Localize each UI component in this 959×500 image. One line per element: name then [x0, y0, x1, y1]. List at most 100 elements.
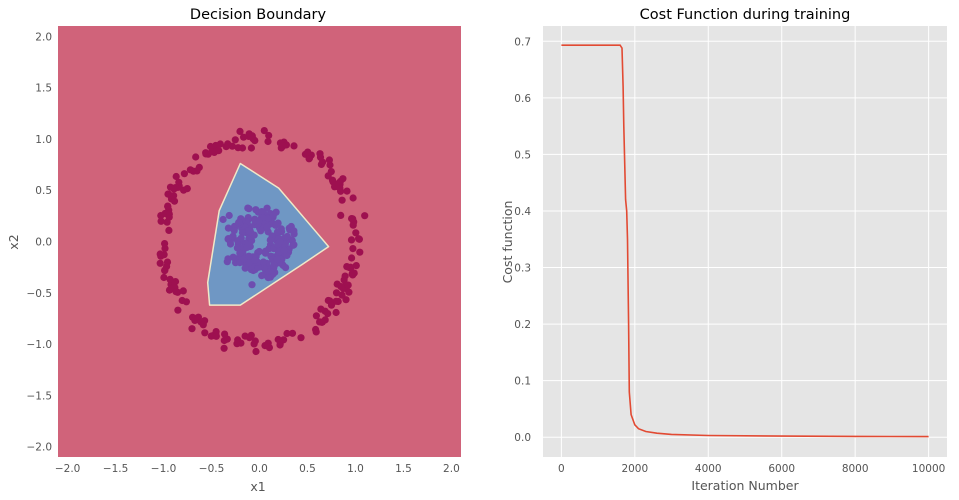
- outer-class-point: [337, 211, 345, 219]
- outer-class-point: [324, 310, 332, 318]
- outer-class-point: [251, 137, 259, 145]
- right-plot-background: [543, 26, 947, 457]
- outer-class-point: [279, 142, 287, 150]
- inner-class-point: [241, 264, 249, 272]
- outer-class-point: [202, 149, 210, 157]
- outer-class-point: [164, 190, 172, 198]
- inner-class-point: [229, 232, 237, 240]
- outer-class-point: [220, 344, 228, 352]
- outer-class-point: [231, 136, 239, 144]
- right-x-axis-label: Iteration Number: [691, 478, 799, 493]
- left-y-tick-label: −1.5: [27, 390, 53, 402]
- outer-class-point: [156, 250, 164, 258]
- inner-class-point: [255, 217, 263, 225]
- outer-class-point: [356, 248, 364, 256]
- outer-class-point: [349, 269, 357, 277]
- outer-class-point: [233, 340, 241, 348]
- right-chart-title: Cost Function during training: [640, 7, 851, 23]
- left-y-ticks: 2.0 1.5 1.0 0.5 0.0 −0.5 −1.0 −1.5 −2.0: [27, 31, 53, 453]
- cost-series-line: [561, 44, 929, 438]
- outer-class-point: [304, 148, 312, 156]
- outer-class-point: [348, 254, 356, 262]
- outer-class-point: [160, 273, 168, 282]
- left-x-tick-label: 1.5: [395, 463, 412, 475]
- outer-class-point: [174, 306, 182, 314]
- outer-class-point: [339, 175, 347, 183]
- inner-class-point: [238, 229, 247, 237]
- inner-class-point: [251, 256, 259, 264]
- outer-class-point: [247, 144, 255, 152]
- outer-class-point: [321, 316, 329, 324]
- outer-class-point: [329, 178, 337, 186]
- right-x-tick-label: 8000: [842, 463, 869, 475]
- outer-class-point: [343, 263, 351, 271]
- inner-class-point: [226, 240, 235, 248]
- outer-class-point: [333, 280, 341, 288]
- inner-class-point: [273, 228, 282, 236]
- outer-class-point: [349, 245, 357, 253]
- inner-class-point: [266, 236, 274, 244]
- inner-class-point: [273, 255, 281, 264]
- outer-class-point: [170, 197, 179, 205]
- left-chart-title: Decision Boundary: [190, 7, 327, 23]
- outer-class-point: [349, 194, 357, 202]
- inner-class-point: [258, 208, 266, 216]
- right-x-tick-label: 6000: [768, 463, 795, 475]
- outer-class-point: [165, 226, 173, 234]
- outer-class-point: [348, 215, 356, 223]
- right-y-ticks: 0.7 0.6 0.5 0.4 0.3 0.2 0.1 0.0: [514, 36, 531, 444]
- outer-class-point: [344, 281, 352, 289]
- inner-class-point: [233, 244, 241, 252]
- inner-class-point: [255, 247, 263, 256]
- outer-class-point: [212, 332, 220, 340]
- inner-class-point: [258, 272, 266, 280]
- right-x-ticks: 0 2000 4000 6000 8000 10000: [558, 463, 945, 475]
- inner-class-point: [224, 224, 232, 232]
- left-y-tick-label: 1.0: [35, 134, 52, 146]
- outer-class-point: [345, 288, 353, 296]
- outer-class-point: [312, 312, 320, 320]
- left-y-tick-label: 0.0: [35, 237, 52, 249]
- left-x-tick-label: −2.0: [55, 463, 81, 475]
- outer-class-point: [166, 275, 174, 283]
- outer-class-point: [325, 156, 333, 164]
- outer-class-point: [316, 318, 324, 326]
- outer-class-point: [343, 187, 351, 195]
- outer-class-point: [165, 213, 173, 221]
- inner-class-point: [229, 253, 237, 261]
- left-x-tick-label: 0.5: [299, 463, 316, 475]
- outer-class-point: [215, 147, 223, 155]
- outer-class-point: [170, 185, 178, 193]
- inner-class-point: [252, 206, 260, 214]
- outer-class-point: [297, 334, 305, 342]
- outer-class-point: [221, 330, 229, 338]
- inner-class-point: [274, 249, 283, 257]
- left-y-tick-label: 0.5: [35, 185, 52, 197]
- right-x-tick-label: 10000: [912, 463, 945, 475]
- right-y-tick-label: 0.7: [514, 36, 531, 48]
- right-x-tick-label: 2000: [621, 463, 648, 475]
- outer-class-point: [290, 142, 298, 150]
- outer-class-point: [172, 172, 180, 181]
- outer-class-point: [199, 321, 207, 329]
- left-x-tick-label: 0.0: [251, 463, 268, 475]
- inner-class-point: [245, 252, 253, 260]
- left-x-tick-label: 1.0: [347, 463, 364, 475]
- inner-class-point: [248, 281, 256, 289]
- outer-class-point: [236, 127, 244, 135]
- inner-class-point: [245, 227, 253, 235]
- outer-class-point: [305, 155, 313, 163]
- left-y-tick-label: −2.0: [27, 442, 53, 454]
- outer-class-point: [192, 153, 200, 161]
- outer-class-point: [179, 287, 187, 295]
- inner-class-point: [263, 223, 271, 231]
- outer-class-point: [193, 167, 201, 175]
- outer-class-point: [245, 334, 253, 342]
- inner-class-point: [259, 258, 267, 266]
- grid-lines: [543, 26, 947, 457]
- inner-class-point: [264, 214, 272, 222]
- outer-class-point: [164, 202, 172, 210]
- left-x-axis-label: x1: [250, 479, 265, 494]
- right-y-tick-label: 0.1: [514, 376, 531, 388]
- left-y-tick-label: −1.0: [27, 339, 53, 351]
